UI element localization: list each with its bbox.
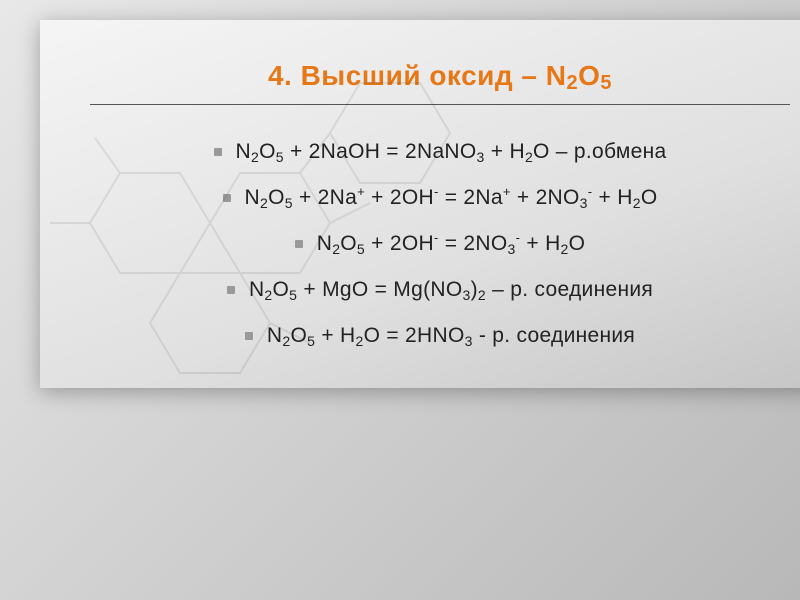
bullet-icon xyxy=(295,240,303,248)
bullet-icon xyxy=(245,332,253,340)
equation-text: N2O5 + 2Na+ + 2OH- = 2Na+ + 2NO3- + H2O xyxy=(245,186,658,210)
equations-list: N2O5 + 2NaOH = 2NaNO3 + H2O – р.обмена N2… xyxy=(90,140,790,348)
equation-text: N2O5 + MgO = Mg(NO3)2 – р. соединения xyxy=(249,278,653,302)
bullet-icon xyxy=(214,148,222,156)
equation-text: N2O5 + H2O = 2HNO3 - р. соединения xyxy=(267,324,635,348)
title-text-mid: O xyxy=(578,60,600,91)
equation-text: N2O5 + 2OH- = 2NO3- + H2O xyxy=(317,232,586,256)
slide-title: 4. Высший оксид – N2O5 xyxy=(90,60,790,92)
equation-line: N2O5 + 2Na+ + 2OH- = 2Na+ + 2NO3- + H2O xyxy=(223,186,658,210)
slide-inner: 4. Высший оксид – N2O5 N2O5 + 2NaOH = 2N… xyxy=(40,20,800,388)
title-text-prefix: 4. Высший оксид – N xyxy=(268,60,567,91)
title-divider xyxy=(90,104,790,105)
equation-text: N2O5 + 2NaOH = 2NaNO3 + H2O – р.обмена xyxy=(236,140,667,164)
equation-line: N2O5 + MgO = Mg(NO3)2 – р. соединения xyxy=(227,278,653,302)
title-sub-2: 5 xyxy=(600,72,612,94)
equation-line: N2O5 + 2OH- = 2NO3- + H2O xyxy=(295,232,586,256)
equation-line: N2O5 + H2O = 2HNO3 - р. соединения xyxy=(245,324,635,348)
title-sub-1: 2 xyxy=(567,72,579,94)
slide-container: 4. Высший оксид – N2O5 N2O5 + 2NaOH = 2N… xyxy=(0,0,800,600)
bullet-icon xyxy=(223,194,231,202)
equation-line: N2O5 + 2NaOH = 2NaNO3 + H2O – р.обмена xyxy=(214,140,667,164)
bullet-icon xyxy=(227,286,235,294)
